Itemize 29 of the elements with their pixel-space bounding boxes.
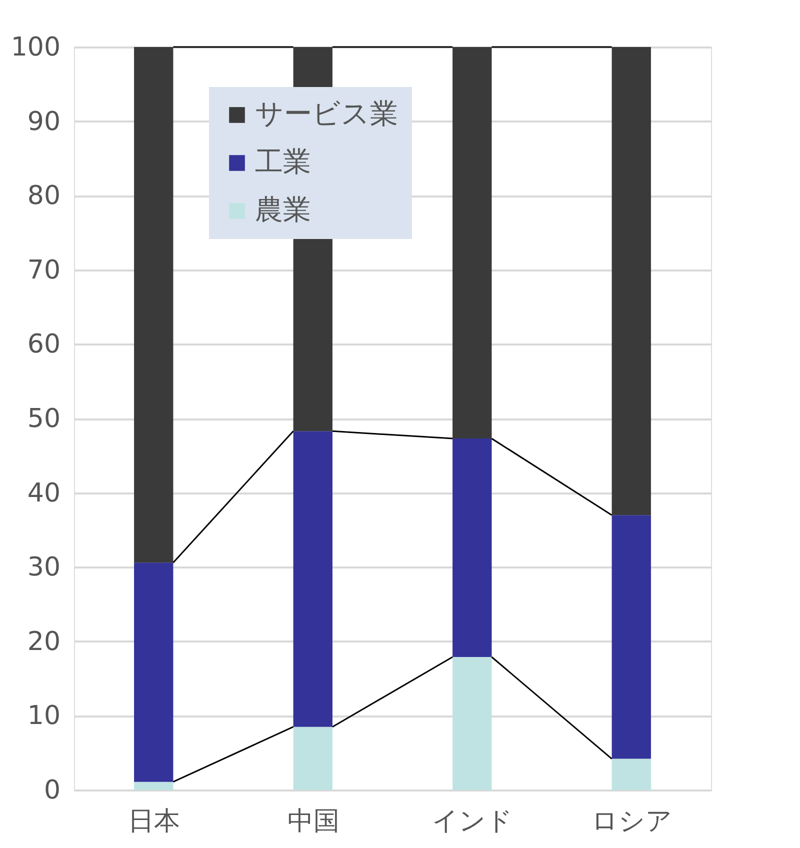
bar bbox=[452, 657, 492, 790]
bar bbox=[293, 431, 332, 727]
y-tick-label: 80 bbox=[27, 181, 60, 212]
x-tick-label: インド bbox=[432, 806, 514, 836]
x-tick-label: ロシア bbox=[591, 806, 672, 836]
bar bbox=[612, 758, 651, 790]
y-tick-label: 50 bbox=[27, 404, 60, 434]
bar bbox=[134, 47, 174, 563]
bar bbox=[134, 562, 174, 782]
bar bbox=[452, 47, 492, 439]
y-tick-label: 0 bbox=[44, 776, 60, 806]
bar bbox=[452, 438, 492, 658]
y-tick-label: 30 bbox=[27, 552, 60, 583]
y-tick-label: 20 bbox=[27, 626, 60, 657]
y-tick-label: 60 bbox=[27, 330, 60, 360]
x-tick-label: 中国 bbox=[287, 806, 340, 836]
y-tick-label: 70 bbox=[27, 255, 60, 286]
bar bbox=[134, 782, 174, 790]
y-tick-label: 10 bbox=[27, 701, 60, 732]
legend-label: サービス業 bbox=[255, 97, 398, 130]
y-tick-label: 100 bbox=[10, 32, 60, 62]
bar bbox=[293, 726, 332, 790]
y-tick-label: 40 bbox=[27, 478, 60, 508]
legend-label: 工業 bbox=[255, 145, 311, 178]
bar bbox=[612, 47, 651, 516]
bar bbox=[612, 515, 651, 759]
y-tick-label: 90 bbox=[27, 106, 60, 137]
x-tick-label: 日本 bbox=[128, 806, 180, 836]
legend-label: 農業 bbox=[255, 193, 311, 226]
